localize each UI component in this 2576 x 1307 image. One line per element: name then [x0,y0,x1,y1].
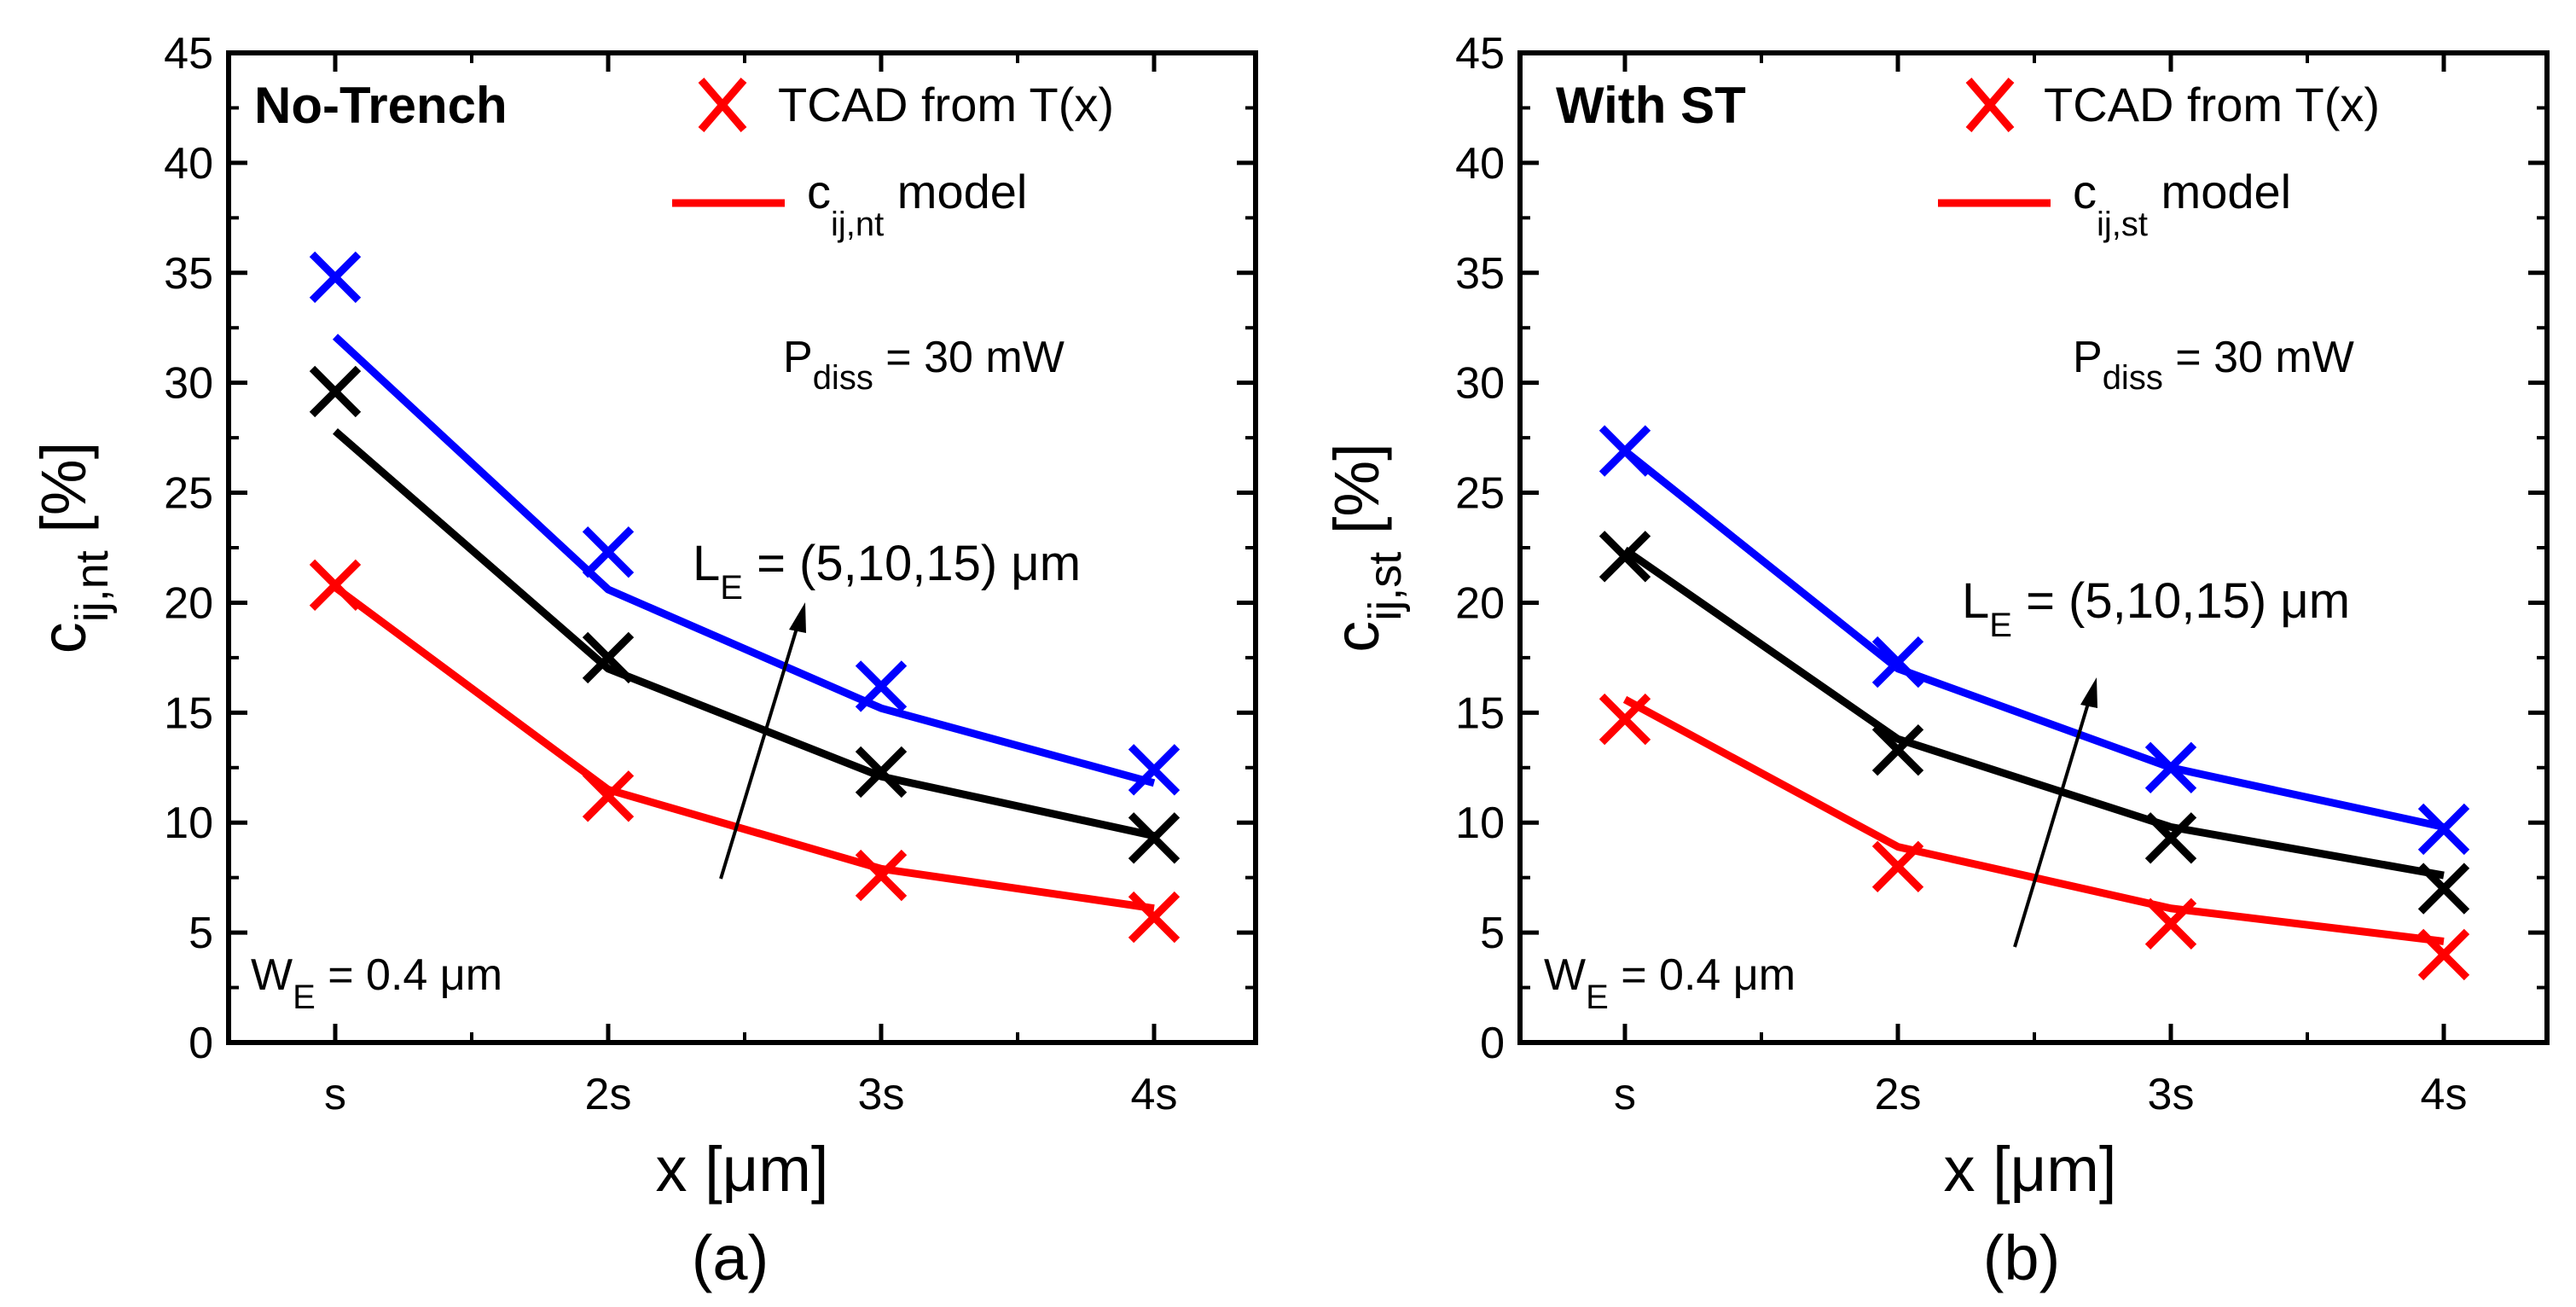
x-axis-label: x [μm] [656,1134,829,1205]
tcad-marker [1598,425,1651,477]
y-tick-label: 20 [164,578,213,628]
width-annotation: WE = 0.4 μm [251,950,502,1016]
trend-arrow [2013,677,2097,948]
tcad-marker [2417,803,2470,856]
y-tick-label: 15 [164,688,213,738]
y-axis-tick-labels: 0 5 10 15 20 25 30 35 40 45 [164,29,213,1068]
x-axis-ticks [333,53,1157,1043]
y-tick-label: 10 [164,799,213,848]
y-axis-label: cij,st [%] [1321,443,1411,652]
model-line [333,427,1155,840]
model-line [1622,546,2445,880]
model-line [333,584,1155,913]
y-tick-label: 15 [1455,688,1505,738]
power-annotation: Pdiss = 30 mW [783,333,1065,397]
x-tick-label: s [324,1070,346,1119]
legend: TCAD from T(x) cij,st model [1938,78,2380,243]
tcad-marker [309,559,362,612]
y-tick-label: 30 [1455,359,1505,409]
x-axis-label: x [μm] [1944,1134,2117,1205]
power-annotation: Pdiss = 30 mW [2073,333,2354,397]
tcad-marker [1128,891,1181,944]
x-tick-label: 3s [858,1070,905,1119]
tcad-marker [582,526,635,578]
tcad-marker [1871,840,1924,892]
tcad-marker [2417,928,2470,981]
panel-title: No-Trench [254,77,508,134]
tcad-markers [1598,425,2470,981]
y-tick-label: 30 [164,359,213,409]
length-annotation: LE = (5,10,15) μm [693,536,1081,607]
legend-line-label: cij,st model [2073,165,2291,243]
y-tick-label: 45 [1455,29,1505,78]
tcad-markers [309,251,1181,944]
x-axis-ticks [1622,53,2446,1043]
x-tick-label: 4s [2421,1070,2468,1119]
tcad-marker [855,849,908,902]
length-annotation: LE = (5,10,15) μm [1962,573,2350,644]
panel-title: With ST [1556,77,1746,134]
y-tick-label: 35 [1455,249,1505,299]
y-tick-label: 35 [164,249,213,299]
panel-b-with-st: 0 5 10 15 20 25 30 35 40 45 s 2s 3s 4s With ST TCAD … [1321,29,2550,1293]
y-tick-label: 5 [189,909,213,958]
x-axis-tick-labels: s 2s 3s 4s [324,1070,1177,1119]
model-line [332,334,1156,787]
tcad-marker [1871,636,1924,688]
y-tick-label: 40 [1455,139,1505,189]
model-lines [332,334,1156,913]
y-tick-label: 20 [1455,578,1505,628]
y-tick-label: 45 [164,29,213,78]
x-tick-label: 3s [2148,1070,2195,1119]
tcad-marker [309,251,362,304]
panel-caption: (a) [692,1223,769,1293]
legend-marker-icon [1965,78,2015,132]
tcad-marker [855,660,908,712]
x-tick-label: 4s [1131,1070,1178,1119]
model-line [1622,448,2445,831]
tcad-marker [2417,863,2470,915]
y-tick-label: 10 [1455,799,1505,848]
y-tick-label: 40 [164,139,213,189]
legend-line-label: cij,nt model [807,165,1027,243]
tcad-marker [855,746,908,799]
model-line [1622,695,2445,945]
tcad-marker [582,631,635,684]
tcad-marker [2144,812,2197,864]
tcad-marker [309,365,362,418]
x-axis-tick-labels: s 2s 3s 4s [1614,1070,2467,1119]
legend-marker-label: TCAD from T(x) [2044,78,2380,131]
legend-marker-label: TCAD from T(x) [778,78,1114,131]
tcad-marker [1128,812,1181,864]
tcad-marker [1871,723,1924,776]
y-tick-label: 25 [164,469,213,519]
y-axis-label: cij,nt [%] [28,442,118,654]
width-annotation: WE = 0.4 μm [1544,950,1796,1016]
legend-marker-icon [698,78,747,132]
x-tick-label: 2s [585,1070,632,1119]
tcad-marker [2144,741,2197,793]
x-tick-label: 2s [1875,1070,1922,1119]
panel-a-no-trench: 0 5 10 15 20 25 30 35 40 45 s 2s 3s 4s No-Trench TCA… [28,29,1258,1293]
y-axis-ticks [229,50,1256,1045]
tcad-marker [2144,897,2197,950]
y-tick-label: 0 [189,1019,213,1068]
y-tick-label: 25 [1455,469,1505,519]
y-tick-label: 5 [1480,909,1505,958]
model-lines [1622,448,2445,945]
legend: TCAD from T(x) cij,nt model [672,78,1114,243]
y-axis-ticks [1520,50,2547,1045]
panel-caption: (b) [1983,1223,2060,1293]
y-tick-label: 0 [1480,1019,1505,1068]
x-tick-label: s [1614,1070,1636,1119]
tcad-marker [582,770,635,822]
y-axis-tick-labels: 0 5 10 15 20 25 30 35 40 45 [1455,29,1505,1068]
tcad-marker [1128,744,1181,796]
trend-arrow [719,602,806,880]
tcad-marker [1598,693,1651,746]
tcad-marker [1598,531,1651,583]
